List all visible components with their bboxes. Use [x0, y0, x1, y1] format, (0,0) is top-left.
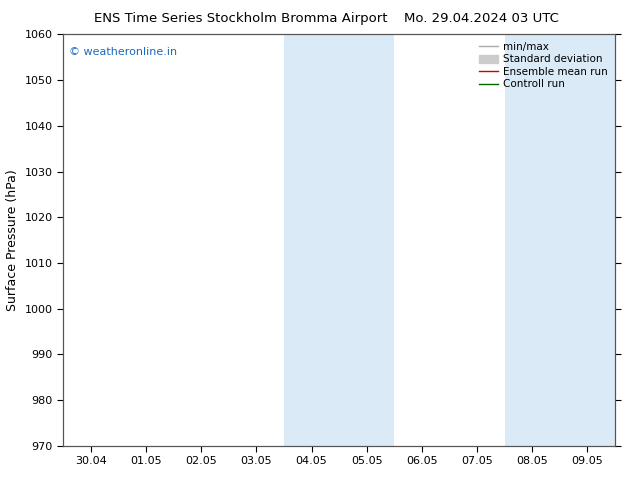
Text: Mo. 29.04.2024 03 UTC: Mo. 29.04.2024 03 UTC: [404, 12, 559, 25]
Bar: [560, 34, 615, 446]
Legend: min/max, Standard deviation, Ensemble mean run, Controll run: min/max, Standard deviation, Ensemble me…: [477, 40, 610, 92]
Text: ENS Time Series Stockholm Bromma Airport: ENS Time Series Stockholm Bromma Airport: [94, 12, 387, 25]
Y-axis label: Surface Pressure (hPa): Surface Pressure (hPa): [6, 169, 19, 311]
Bar: [284, 34, 339, 446]
Text: © weatheronline.in: © weatheronline.in: [69, 47, 177, 57]
Bar: [505, 34, 560, 446]
Bar: [339, 34, 394, 446]
